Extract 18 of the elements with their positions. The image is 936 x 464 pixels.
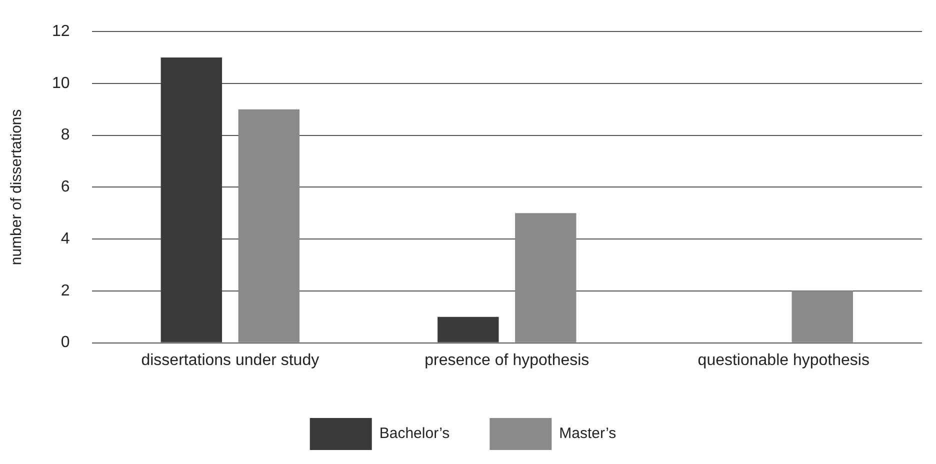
bar xyxy=(160,58,222,342)
y-tick-label: 2 xyxy=(60,282,70,300)
y-tick-label: 10 xyxy=(52,74,70,92)
y-tick-label: 8 xyxy=(60,126,70,144)
y-tick-label: 4 xyxy=(60,230,70,248)
bar xyxy=(438,316,499,342)
x-tick-label: dissertations under study xyxy=(141,352,320,369)
bar xyxy=(792,290,853,342)
x-tick-label: questionable hypothesis xyxy=(698,352,870,369)
y-axis-title: number of dissertations xyxy=(8,109,26,266)
y-tick-label: 6 xyxy=(60,178,70,196)
y-tick-label: 12 xyxy=(52,23,70,40)
bar xyxy=(515,213,576,342)
legend-label: Master’s xyxy=(559,425,616,442)
bar xyxy=(238,109,300,342)
y-tick-label: 0 xyxy=(60,334,70,352)
legend-label: Bachelor’s xyxy=(379,425,450,442)
x-tick-label: presence of hypothesis xyxy=(424,352,590,369)
